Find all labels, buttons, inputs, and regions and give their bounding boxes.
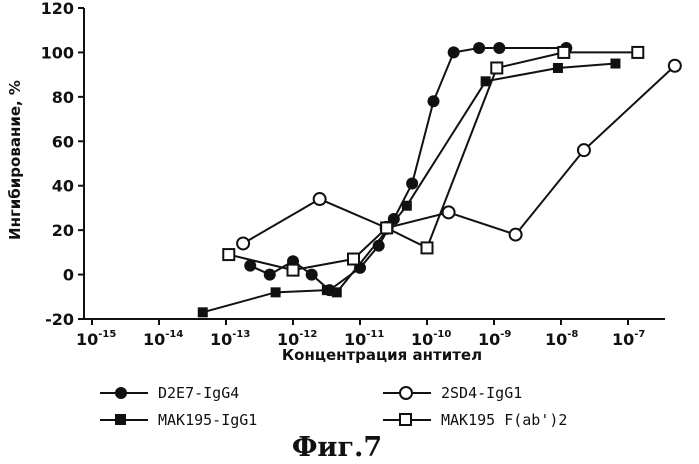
legend-label: MAK195-IgG1 — [158, 411, 257, 429]
figure-caption: Фиг.7 — [292, 432, 382, 463]
data-point — [510, 229, 522, 241]
series-line — [243, 66, 675, 244]
legend-marker-filled-circle — [115, 387, 127, 399]
data-point — [198, 307, 208, 317]
legend-label: D2E7-IgG4 — [158, 384, 239, 402]
data-point — [443, 206, 455, 218]
x-axis-label: Концентрация антител — [282, 346, 482, 364]
plot-area: -20020406080100120 10-1510-1410-1310-121… — [41, 0, 681, 349]
legend-marker-filled-square — [115, 414, 126, 425]
x-tick-label: 10-8 — [545, 329, 578, 349]
data-point — [381, 222, 392, 233]
data-point — [493, 42, 505, 54]
series-line — [229, 52, 638, 270]
legend: D2E7-IgG4 2SD4-IgG1 MAK195-IgG1 MAK195 F… — [100, 384, 567, 429]
legend-item-mak195-igg1: MAK195-IgG1 — [100, 411, 257, 429]
legend-label: 2SD4-IgG1 — [441, 384, 522, 402]
data-point — [314, 193, 326, 205]
legend-label: MAK195 F(ab')2 — [441, 411, 567, 429]
y-axis-label: Ингибирование, % — [6, 80, 24, 240]
data-point — [288, 265, 299, 276]
data-point — [223, 249, 234, 260]
legend-marker-open-circle — [400, 387, 412, 399]
data-point — [553, 63, 563, 73]
data-point — [558, 47, 569, 58]
data-point — [448, 46, 460, 58]
data-point — [348, 254, 359, 265]
y-tick-label: -20 — [45, 310, 74, 329]
legend-item-2sd4-igg1: 2SD4-IgG1 — [383, 384, 522, 402]
y-tick-label: 100 — [41, 43, 74, 62]
series-0 — [244, 42, 572, 296]
y-tick-label: 60 — [52, 132, 74, 151]
x-tick-label: 10-9 — [478, 329, 511, 349]
data-point — [610, 59, 620, 69]
data-point — [669, 60, 681, 72]
y-ticks: -20 0 20 40 60 80 100 120 — [41, 0, 84, 329]
y-tick-label: 20 — [52, 221, 74, 240]
legend-item-mak195-fab2: MAK195 F(ab')2 — [383, 411, 567, 429]
y-tick-label: 0 — [63, 266, 74, 285]
series-1 — [237, 60, 681, 250]
data-point — [264, 269, 276, 281]
data-point — [402, 201, 412, 211]
data-point — [632, 47, 643, 58]
data-point — [237, 237, 249, 249]
series-line — [250, 48, 566, 290]
x-tick-label: 10-13 — [210, 329, 250, 349]
x-tick-label: 10-7 — [612, 329, 645, 349]
y-tick-label: 120 — [41, 0, 74, 18]
y-tick-label: 40 — [52, 177, 74, 196]
data-point — [578, 144, 590, 156]
x-ticks: 10-1510-1410-1310-1210-1110-1010-910-810… — [76, 319, 645, 349]
x-tick-label: 10-15 — [76, 329, 116, 349]
legend-item-d2e7-igg4: D2E7-IgG4 — [100, 384, 239, 402]
series-3 — [223, 47, 643, 276]
data-point — [473, 42, 485, 54]
legend-marker-open-square — [400, 414, 411, 425]
x-tick-label: 10-14 — [143, 329, 183, 349]
data-point — [271, 287, 281, 297]
data-point — [427, 95, 439, 107]
data-point — [491, 62, 502, 73]
data-point — [306, 269, 318, 281]
data-point — [406, 177, 418, 189]
series-layer — [198, 42, 681, 317]
data-point — [422, 242, 433, 253]
data-point — [322, 285, 332, 295]
y-tick-label: 80 — [52, 88, 74, 107]
data-point — [332, 287, 342, 297]
data-point — [481, 76, 491, 86]
